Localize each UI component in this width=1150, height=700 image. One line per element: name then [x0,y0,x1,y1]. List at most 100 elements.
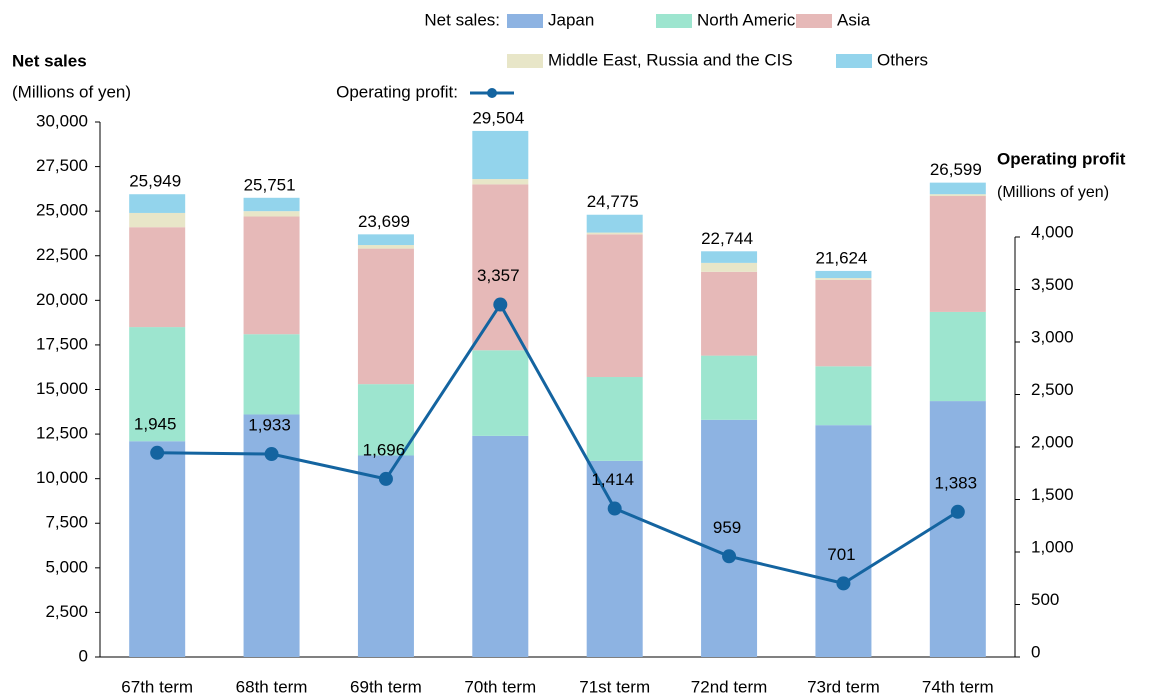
bar-segment [586,460,643,657]
total-label: 21,624 [815,248,867,267]
bar-segment [357,384,414,456]
total-label: 22,744 [701,229,753,248]
y2-tick-label: 1,500 [1031,485,1074,504]
bar-segment [243,334,300,415]
y-tick-label: 20,000 [36,290,88,309]
profit-point [264,447,279,462]
profit-point [378,471,393,486]
bar-segment [129,194,186,213]
y2-tick-label: 500 [1031,590,1059,609]
x-tick-label: 67th term [121,677,193,696]
y-tick-label: 15,000 [36,379,88,398]
legend-swatch [796,14,832,28]
y2-tick-label: 4,000 [1031,222,1074,241]
legend-group-label: Net sales: [424,10,500,29]
bar-segment [129,441,186,657]
legend-swatch [507,54,543,68]
y-axis-title: Net sales [12,51,87,70]
y2-tick-label: 0 [1031,642,1040,661]
bar-segment [701,262,758,272]
bar-segment [129,327,186,442]
y-tick-label: 12,500 [36,424,88,443]
y2-tick-label: 3,500 [1031,275,1074,294]
profit-label: 701 [827,545,855,564]
bar-segment [701,271,758,356]
profit-point [607,501,622,516]
legend-marker [487,88,497,98]
y-tick-label: 27,500 [36,156,88,175]
y2-tick-label: 2,500 [1031,380,1074,399]
bar-segment [472,130,529,180]
legend-label: Others [877,50,928,69]
bar-segment [701,251,758,263]
y-tick-label: 22,500 [36,245,88,264]
y2-tick-label: 3,000 [1031,327,1074,346]
x-tick-label: 70th term [464,677,536,696]
bar-segment [586,214,643,233]
bar-segment [357,245,414,249]
bar-segment [815,366,872,426]
legend-label: Japan [548,10,594,29]
profit-label: 1,383 [935,473,978,492]
bar-segment [357,455,414,657]
legend-label: North America [697,10,805,29]
legend-label: Asia [837,10,871,29]
legend-group-label: Operating profit: [336,82,458,101]
profit-point [836,576,851,591]
total-label: 25,751 [244,175,296,194]
bar-segment [815,278,872,280]
y-tick-label: 17,500 [36,334,88,353]
bar-segment [357,248,414,385]
profit-line [157,301,959,585]
total-label: 25,949 [129,172,181,191]
bar-segment [929,401,986,657]
profit-label: 1,696 [363,440,406,459]
bar-segment [357,234,414,246]
x-tick-label: 69th term [350,677,422,696]
bar-segment [243,197,300,212]
bar-segment [243,211,300,217]
profit-point [722,549,737,564]
profit-point [950,504,965,519]
y-axis-subtitle: (Millions of yen) [12,82,131,101]
y-tick-label: 25,000 [36,201,88,220]
x-tick-label: 73rd term [807,677,880,696]
y-tick-label: 10,000 [36,468,88,487]
total-label: 24,775 [587,192,639,211]
bar-segment [472,350,529,436]
y-tick-label: 0 [79,646,88,665]
bar-segment [243,216,300,335]
profit-label: 1,414 [591,470,634,489]
y-tick-label: 5,000 [45,557,88,576]
total-label: 23,699 [358,212,410,231]
profit-label: 3,357 [477,266,520,285]
bar-segment [701,355,758,420]
bar-segment [586,377,643,461]
x-tick-label: 71st term [579,677,650,696]
bar-segment [472,435,529,657]
y2-tick-label: 2,000 [1031,432,1074,451]
y-tick-label: 2,500 [45,602,88,621]
bar-segment [701,419,758,657]
bar-segment [129,212,186,228]
bar-segment [586,234,643,378]
bar-segment [815,270,872,279]
total-label: 26,599 [930,160,982,179]
profit-label: 959 [713,518,741,537]
x-tick-label: 72nd term [691,677,768,696]
bar-segment [815,279,872,367]
bar-segment [815,425,872,657]
profit-label: 1,945 [134,414,177,433]
bar-segment [929,311,986,402]
y2-axis-subtitle: (Millions of yen) [997,184,1109,201]
legend-swatch [507,14,543,28]
y2-axis-title: Operating profit [997,149,1126,168]
total-label: 29,504 [472,108,524,127]
bar-segment [472,179,529,185]
bar-segment [472,184,529,351]
legend-swatch [656,14,692,28]
y2-tick-label: 1,000 [1031,537,1074,556]
legend-label: Middle East, Russia and the CIS [548,50,793,69]
bar-segment [586,232,643,235]
